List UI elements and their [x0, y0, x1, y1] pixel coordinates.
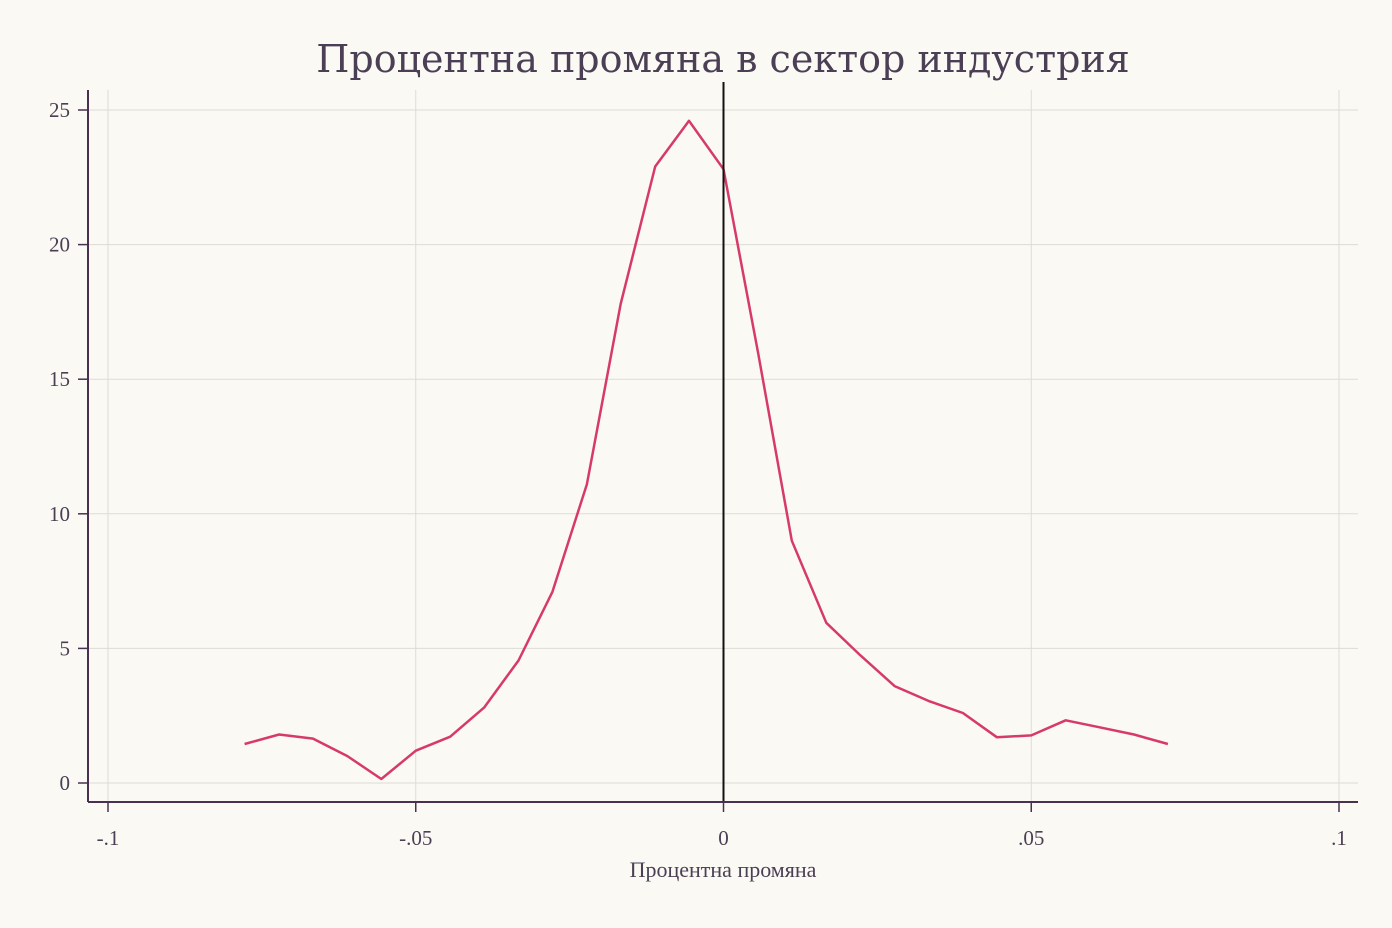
- y-tick-label: 10: [49, 502, 70, 526]
- tick-labels: -.1 -.05 0 .05 .1 0 5 10 15 20 25: [49, 98, 1347, 850]
- x-tick-label: 0: [718, 826, 729, 850]
- series-layer: [244, 82, 1169, 802]
- x-axis-title: Процентна промяна: [630, 857, 817, 882]
- x-tick-label: .05: [1018, 826, 1044, 850]
- y-tick-label: 25: [49, 98, 70, 122]
- y-tick-label: 5: [60, 636, 71, 660]
- x-tick-label: -.1: [97, 826, 120, 850]
- x-tick-label: .1: [1331, 826, 1347, 850]
- series-line: [244, 119, 1169, 781]
- y-tick-label: 15: [49, 367, 70, 391]
- axes: [78, 90, 1358, 812]
- y-tick-label: 0: [60, 771, 71, 795]
- x-tick-label: -.05: [399, 826, 432, 850]
- y-tick-label: 20: [49, 233, 70, 257]
- chart-title: Процентна промяна в сектор индустрия: [316, 37, 1129, 81]
